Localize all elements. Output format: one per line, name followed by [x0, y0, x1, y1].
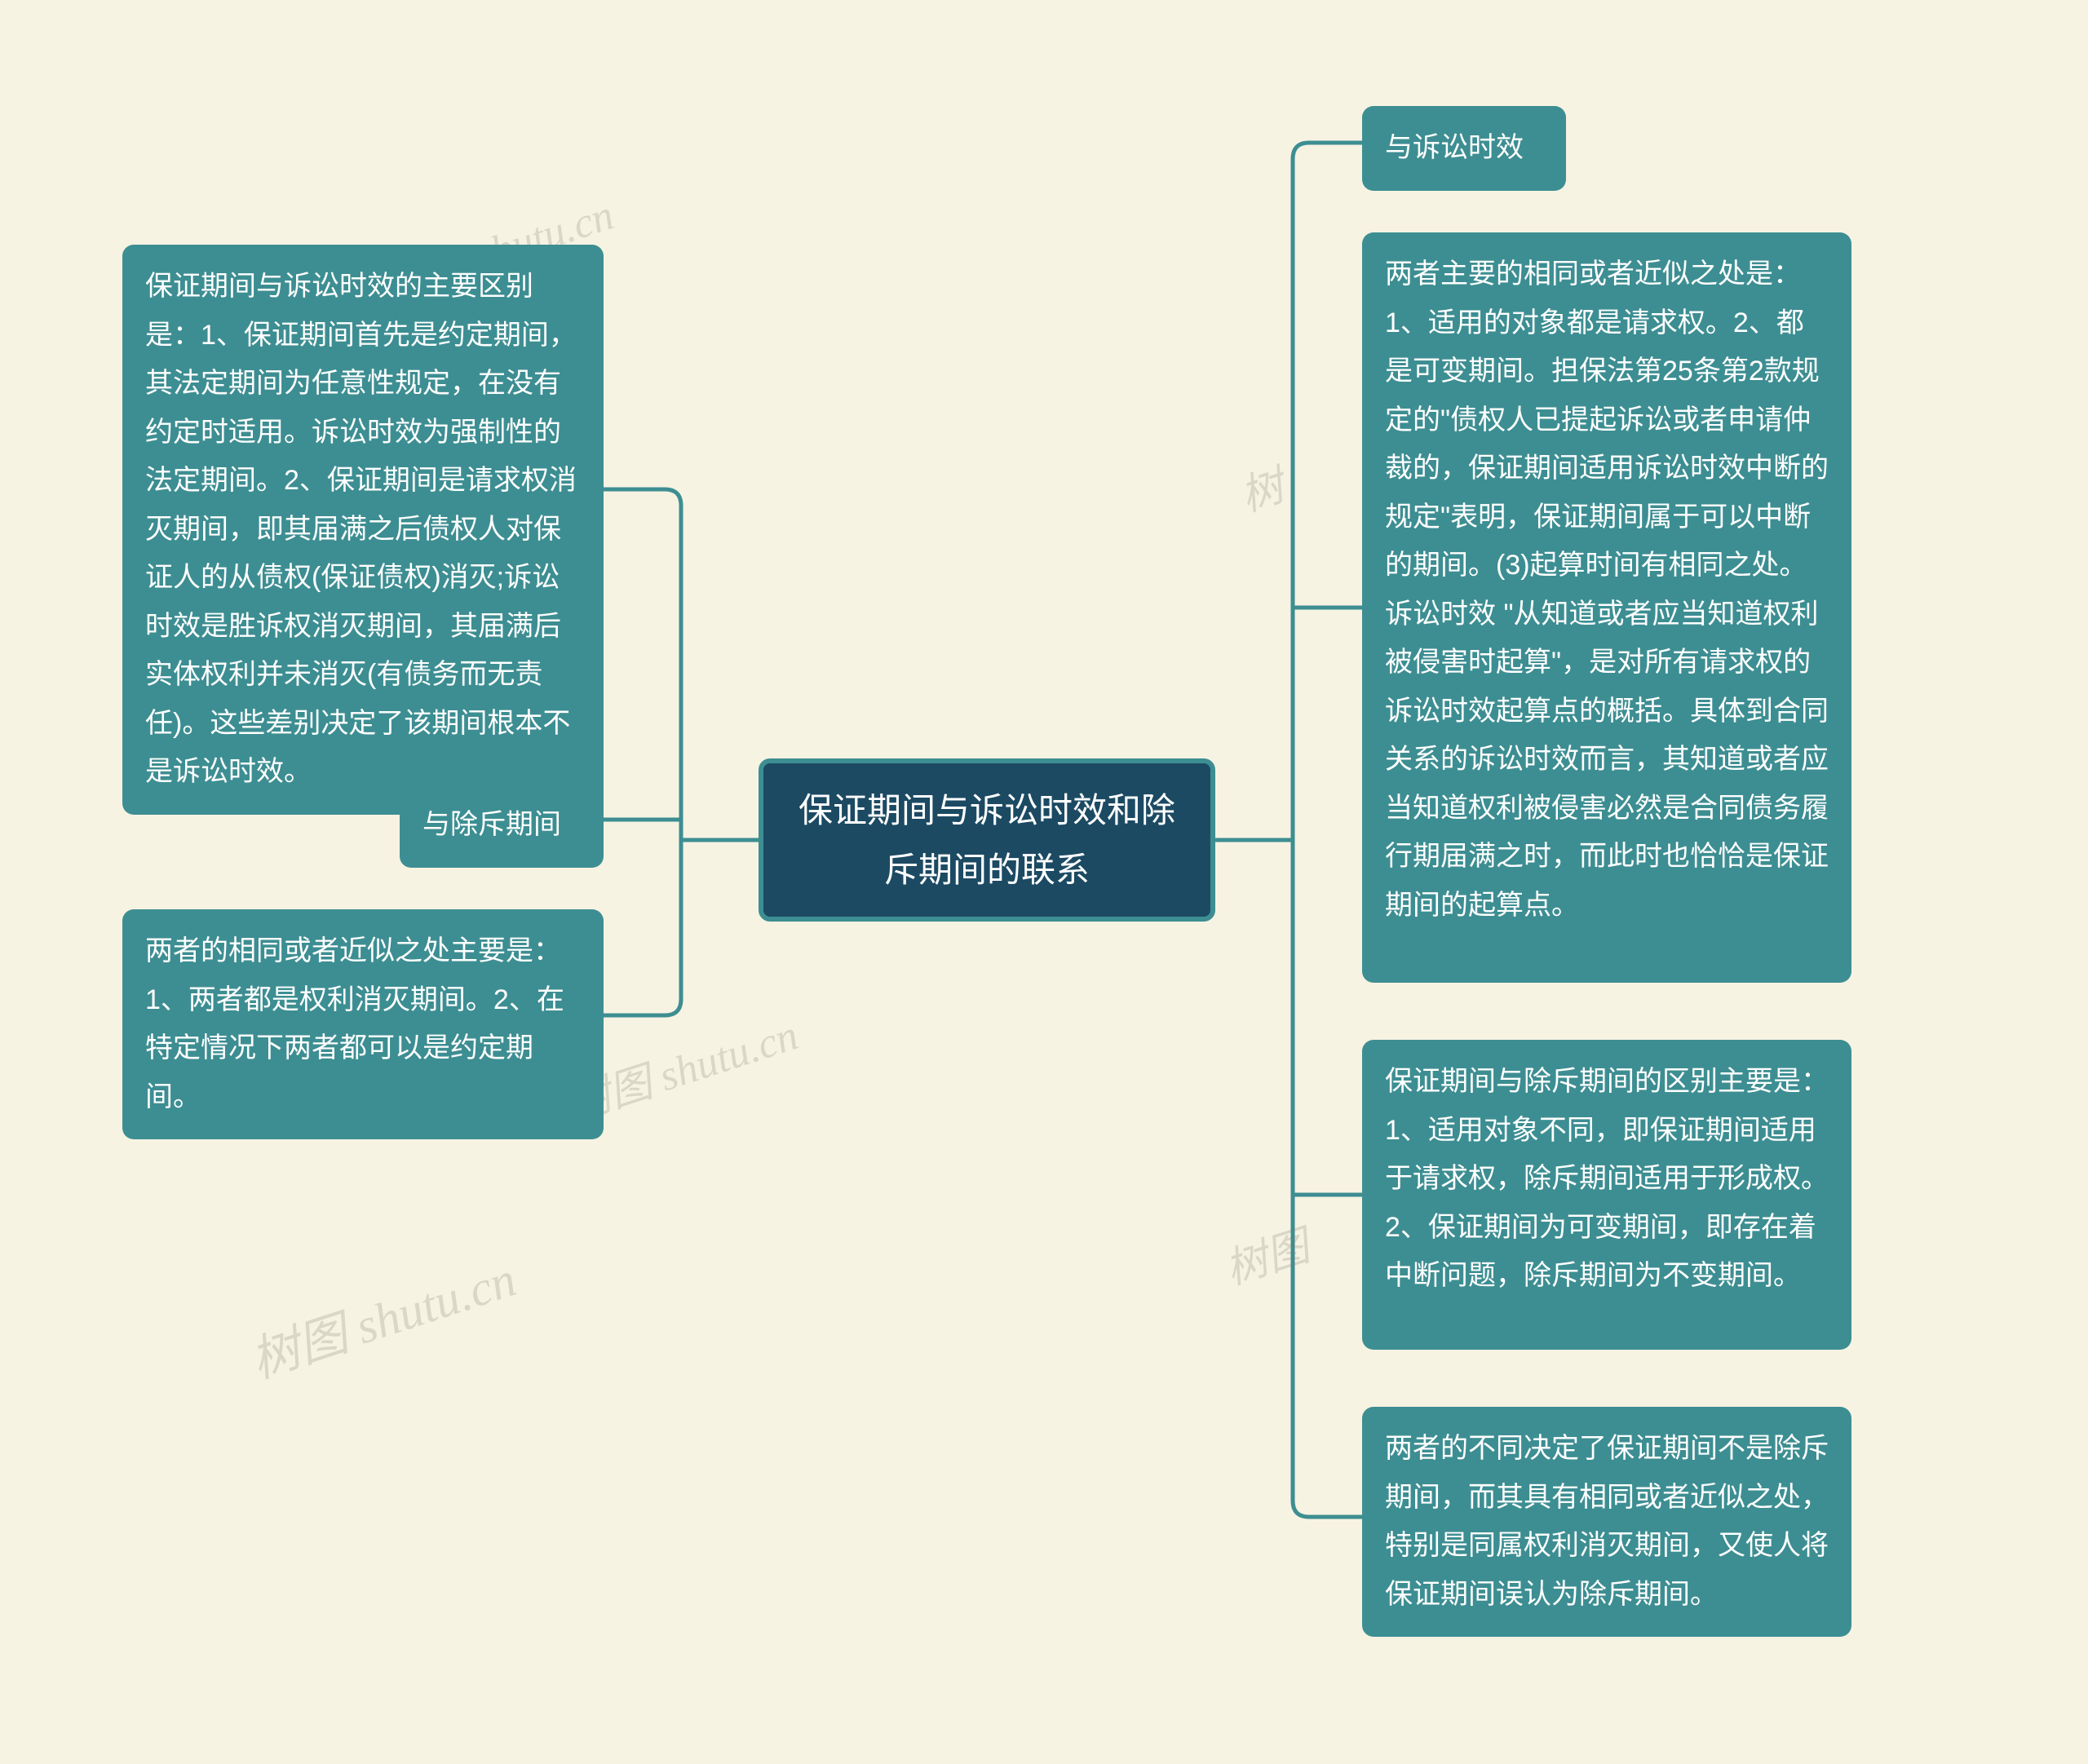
- watermark: 树图: [1216, 1212, 1316, 1296]
- node-text: 保证期间与诉讼时效的主要区别是：1、保证期间首先是约定期间，其法定期间为任意性规…: [145, 271, 577, 787]
- watermark: 树图 shutu.cn: [241, 1240, 524, 1392]
- center-node-label: 保证期间与诉讼时效和除斥期间的联系: [786, 780, 1188, 900]
- watermark: 树: [1232, 452, 1291, 523]
- node-text: 与除斥期间: [422, 809, 561, 840]
- node-text: 保证期间与除斥期间的区别主要是：1、适用对象不同，即保证期间适用于请求权，除斥期…: [1385, 1066, 1829, 1291]
- left-node: 保证期间与诉讼时效的主要区别是：1、保证期间首先是约定期间，其法定期间为任意性规…: [122, 245, 604, 815]
- node-text: 两者主要的相同或者近似之处是：1、适用的对象都是请求权。2、都是可变期间。担保法…: [1385, 259, 1829, 921]
- node-text: 与诉讼时效: [1385, 132, 1524, 163]
- right-node: 与诉讼时效: [1362, 106, 1566, 191]
- center-node: 保证期间与诉讼时效和除斥期间的联系: [759, 758, 1215, 922]
- right-node: 两者的不同决定了保证期间不是除斥期间，而其具有相同或者近似之处，特别是同属权利消…: [1362, 1407, 1851, 1637]
- right-node: 两者主要的相同或者近似之处是：1、适用的对象都是请求权。2、都是可变期间。担保法…: [1362, 232, 1851, 983]
- mindmap-canvas: 树图 shutu.cn树图 shutu.cnshutu.cn树树图保证期间与诉讼…: [0, 0, 2088, 1764]
- node-text: 两者的不同决定了保证期间不是除斥期间，而其具有相同或者近似之处，特别是同属权利消…: [1385, 1433, 1829, 1610]
- left-node: 与除斥期间: [400, 783, 604, 868]
- left-node: 两者的相同或者近似之处主要是：1、两者都是权利消灭期间。2、在特定情况下两者都可…: [122, 909, 604, 1139]
- right-node: 保证期间与除斥期间的区别主要是：1、适用对象不同，即保证期间适用于请求权，除斥期…: [1362, 1040, 1851, 1350]
- node-text: 两者的相同或者近似之处主要是：1、两者都是权利消灭期间。2、在特定情况下两者都可…: [145, 935, 564, 1112]
